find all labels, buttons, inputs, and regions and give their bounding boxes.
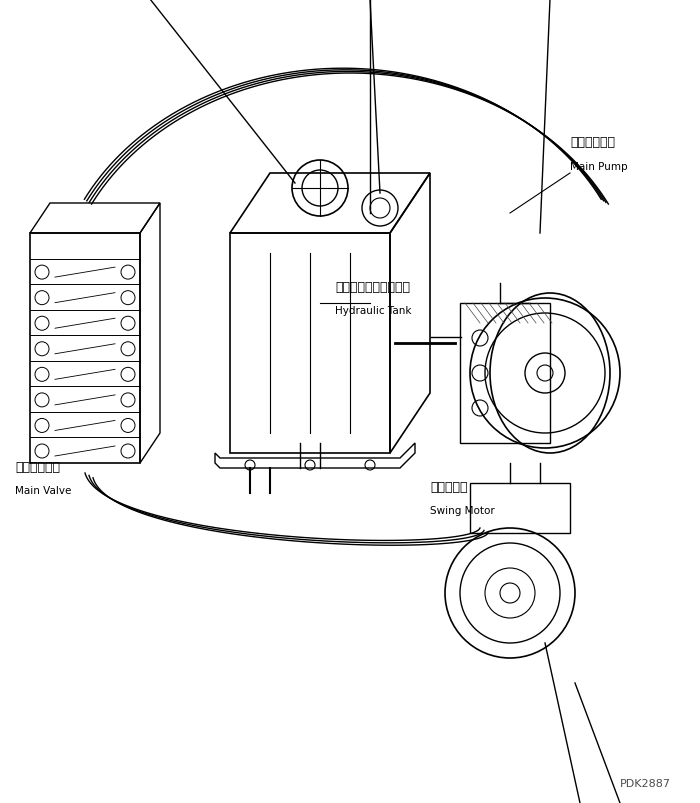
Text: Swing Motor: Swing Motor — [430, 505, 495, 516]
Text: ハイドロリックタンク: ハイドロリックタンク — [335, 281, 410, 294]
Text: 旋回モータ: 旋回モータ — [430, 480, 468, 493]
Text: PDK2887: PDK2887 — [620, 778, 671, 788]
Text: Hydraulic Tank: Hydraulic Tank — [335, 306, 412, 316]
Text: メインポンプ: メインポンプ — [570, 136, 615, 149]
Text: メインバルブ: メインバルブ — [15, 460, 60, 474]
Text: Main Valve: Main Valve — [15, 485, 71, 495]
Text: Main Pump: Main Pump — [570, 161, 628, 172]
